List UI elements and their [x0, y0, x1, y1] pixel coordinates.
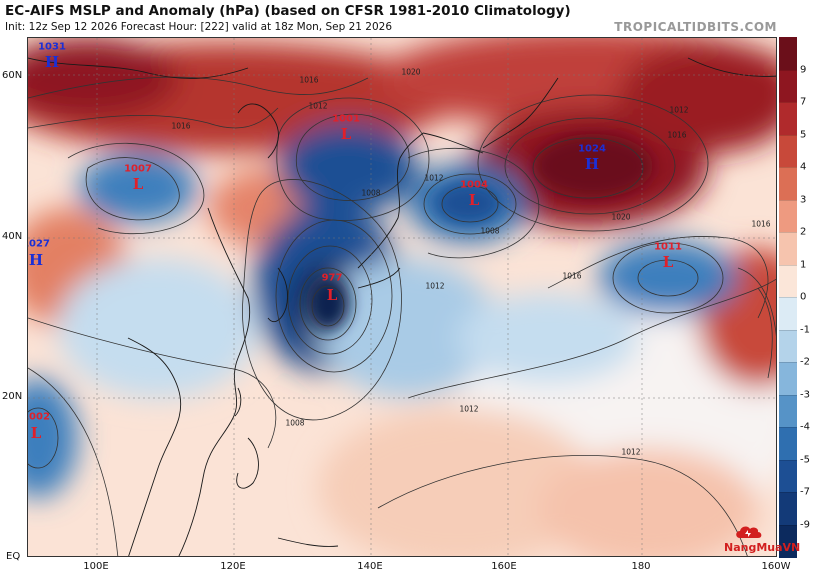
colorbar-segment: [779, 199, 797, 233]
colorbar-label: -4: [800, 421, 810, 433]
colorbar-segment: [779, 492, 797, 526]
high-pressure-label: H: [28, 251, 44, 269]
colorbar-segment: [779, 69, 797, 103]
lon-tick: 140E: [357, 561, 383, 572]
colorbar-label: 4: [800, 161, 807, 173]
colorbar-label: -7: [800, 486, 810, 498]
isobar-label: 1012: [425, 281, 445, 291]
colorbar-label: -3: [800, 389, 810, 400]
anomaly-map: 1031 H 1007 L 1027 H 1001 L 977 L 1004 L…: [27, 37, 777, 557]
colorbar: [779, 37, 797, 558]
lat-tick: EQ: [6, 551, 21, 562]
colorbar-segment: [779, 167, 797, 201]
high-pressure-label: H: [44, 53, 60, 71]
colorbar-segment: [779, 427, 797, 461]
colorbar-label: 2: [800, 226, 807, 238]
colorbar-segment: [779, 329, 797, 363]
lon-tick: 100E: [83, 561, 109, 572]
colorbar-label: 3: [800, 194, 807, 205]
colorbar-segment: [779, 232, 797, 266]
coastlines: [28, 57, 776, 556]
isobar-label: 1020: [401, 67, 421, 77]
lon-tick: 160W: [761, 561, 791, 572]
center-value: 1024: [578, 143, 606, 155]
isobar-label: 1012: [669, 105, 689, 115]
isobar-label: 1008: [480, 226, 500, 236]
lat-tick: 60N: [2, 70, 23, 81]
watermark: NangMuaVN: [724, 541, 801, 554]
colorbar-segment: [779, 134, 797, 168]
colorbar-segment: [779, 102, 797, 136]
isobars: [28, 76, 776, 556]
colorbar-label: -1: [800, 324, 810, 335]
map-canvas: [28, 38, 776, 556]
colorbar-segment: [779, 37, 797, 70]
colorbar-label: 9: [800, 64, 807, 75]
low-pressure-label: L: [132, 175, 144, 193]
colorbar-label: -2: [800, 356, 810, 368]
center-value: 1027: [28, 238, 50, 250]
chart-subtitle: Init: 12z Sep 12 2026 Forecast Hour: [22…: [5, 21, 393, 33]
center-value: 1001: [332, 113, 360, 125]
colorbar-segment: [779, 264, 797, 298]
isobar-label: 1012: [459, 404, 479, 414]
low-pressure-label: L: [468, 191, 480, 209]
isobar-label: 1016: [562, 271, 582, 281]
lon-tick: 160E: [491, 561, 517, 572]
isobar-label: 1008: [361, 188, 381, 198]
colorbar-label: 0: [800, 291, 807, 303]
center-value: 1007: [124, 163, 152, 175]
cloud-logo-icon: [736, 526, 762, 538]
colorbar-label: 5: [800, 129, 807, 140]
colorbar-segment: [779, 394, 797, 428]
isobar-label: 1008: [285, 418, 305, 428]
lat-tick: 20N: [2, 391, 23, 402]
center-value: 1031: [38, 41, 66, 53]
isobar-label: 1012: [621, 447, 641, 457]
graticule: [28, 38, 776, 556]
isobar-label: 1020: [611, 212, 631, 222]
colorbar-label: 1: [800, 259, 807, 270]
lat-tick: 40N: [2, 231, 23, 242]
colorbar-segment: [779, 459, 797, 493]
colorbar-label: -9: [800, 519, 810, 530]
low-pressure-label: L: [30, 424, 42, 442]
colorbar-segment: [779, 524, 797, 558]
center-value: 1011: [654, 241, 682, 253]
isobar-label: 1016: [299, 75, 319, 85]
colorbar-segment: [779, 362, 797, 396]
colorbar-label: -5: [800, 454, 810, 465]
isobar-label: 1012: [308, 101, 328, 111]
isobar-label: 1016: [667, 130, 687, 140]
lon-tick: 120E: [220, 561, 246, 572]
colorbar-segment: [779, 297, 797, 331]
low-pressure-label: L: [662, 253, 674, 271]
center-value: 1002: [28, 411, 50, 423]
center-value: 977: [321, 272, 343, 284]
high-pressure-label: H: [584, 155, 600, 173]
isobar-label: 1012: [424, 173, 444, 183]
colorbar-label: 7: [800, 96, 807, 108]
site-brand: TROPICALTIDBITS.COM: [614, 20, 777, 34]
low-pressure-label: L: [326, 286, 338, 304]
isobar-label: 1016: [171, 121, 191, 131]
center-value: 1004: [460, 179, 488, 191]
low-pressure-label: L: [340, 125, 352, 143]
chart-title: EC-AIFS MSLP and Anomaly (hPa) (based on…: [5, 3, 571, 19]
isobar-label: 1016: [751, 219, 771, 229]
lon-tick: 180: [631, 561, 651, 572]
